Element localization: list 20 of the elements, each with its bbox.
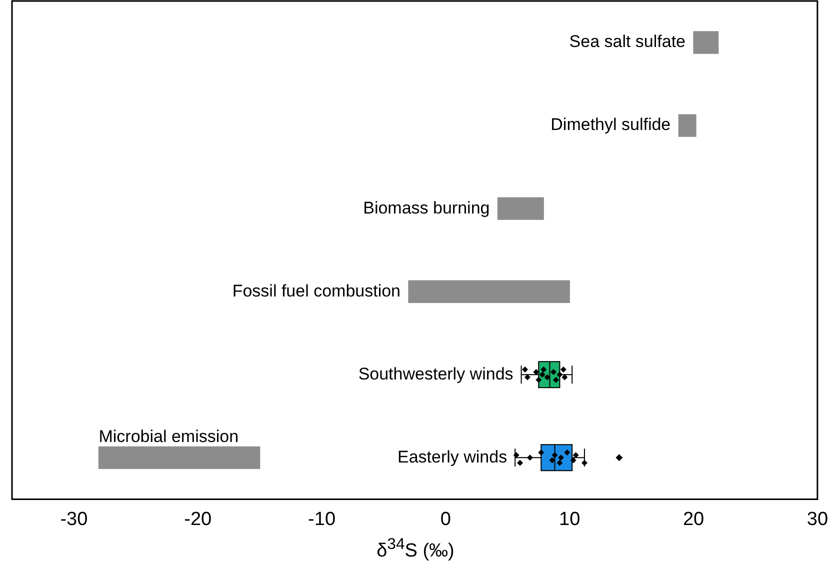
bar [678, 114, 696, 137]
y-tick-label: Dimethyl sulfide [550, 115, 671, 134]
bar [98, 446, 260, 470]
y-tick-label: Biomass burning [363, 198, 490, 218]
x-tick-label: 20 [682, 508, 704, 530]
bar [497, 197, 544, 220]
x-tick-label: 10 [559, 508, 580, 530]
bar [693, 31, 719, 54]
y-tick-label: Sea salt sulfate [569, 32, 686, 52]
y-tick-label: Fossil fuel combustion [232, 281, 401, 300]
x-tick-label: -30 [60, 508, 88, 530]
bar [408, 280, 570, 303]
y-tick-label: Easterly winds [397, 447, 508, 466]
x-tick-label: 30 [806, 508, 828, 530]
x-tick-label: -20 [184, 508, 212, 530]
x-tick-label: 0 [440, 508, 451, 530]
y-tick-label: Southwesterly winds [358, 364, 514, 384]
x-tick-label: -10 [308, 508, 336, 530]
annotation: Microbial emission [98, 426, 239, 446]
x-axis-title: δ$^{34}$S (‰) [376, 536, 456, 562]
